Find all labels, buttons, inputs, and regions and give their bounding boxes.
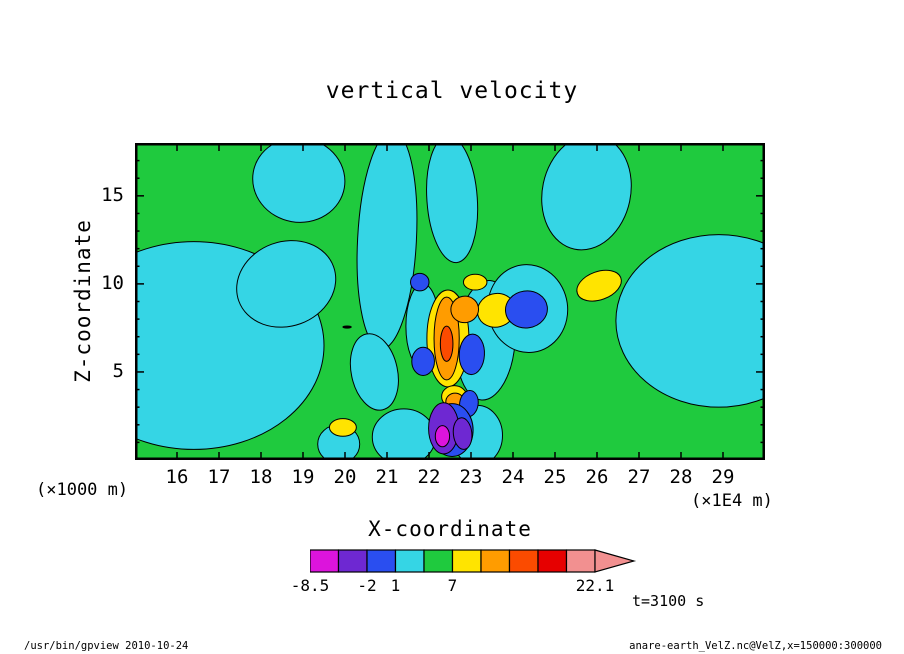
contour-region-magenta-core xyxy=(434,425,451,448)
colorbar-label: 7 xyxy=(447,576,458,595)
contour-region-cyan-bottom-a xyxy=(371,408,436,460)
x-tick-label: 19 xyxy=(291,466,315,488)
contour-region-cyan-top-right xyxy=(541,143,632,251)
contour-region-blue-mid xyxy=(458,333,485,376)
x-tick-label: 23 xyxy=(459,466,483,488)
x-tick-label: 20 xyxy=(333,466,357,488)
colorbar-segment xyxy=(423,549,454,573)
colorbar-segment xyxy=(451,549,482,573)
contour-region-cyan-top-column-2 xyxy=(426,143,479,264)
contour-region-yellow-lone-ellipse xyxy=(576,269,622,302)
contour-region-redorange-core xyxy=(439,325,454,362)
x-axis-unit: (×1E4 m) xyxy=(691,491,773,511)
contour-region-blue-left xyxy=(411,346,435,376)
contour-region-violet-bottom-2 xyxy=(452,417,473,450)
colorbar-label: -2 xyxy=(357,576,377,595)
contour-region-cyan-column-tail xyxy=(349,333,399,411)
z-tick-label: 10 xyxy=(101,271,124,294)
x-tick-label: 29 xyxy=(711,466,735,488)
colorbar-segment xyxy=(366,549,397,573)
plot-frame xyxy=(135,143,765,460)
contour-region-cyan-top-left xyxy=(252,143,346,223)
contour-region-yellow-small-left xyxy=(328,418,357,437)
colorbar-segment xyxy=(565,549,596,573)
x-tick-label: 16 xyxy=(165,466,189,488)
colorbar-label: 22.1 xyxy=(575,576,615,595)
contour-plot xyxy=(135,143,765,460)
z-axis-unit: (×1000 m) xyxy=(36,480,129,500)
x-tick-label: 26 xyxy=(585,466,609,488)
colorbar-segment xyxy=(337,549,368,573)
x-tick-label: 21 xyxy=(375,466,399,488)
contour-region-blue-royal xyxy=(504,290,548,329)
x-tick-label: 17 xyxy=(207,466,231,488)
colorbar-segment xyxy=(537,549,568,573)
contour-region-cyan-left-upper xyxy=(236,240,337,328)
colorbar-segment xyxy=(394,549,425,573)
x-tick-label: 24 xyxy=(501,466,525,488)
page-title: vertical velocity xyxy=(325,78,579,104)
x-tick-label: 18 xyxy=(249,466,273,488)
x-tick-label: 27 xyxy=(627,466,651,488)
x-tick-label: 28 xyxy=(669,466,693,488)
z-tick-label: 5 xyxy=(112,359,124,382)
contour-region-blue-upper-dot xyxy=(410,272,430,292)
contour-region-cyan-right-flank xyxy=(615,234,765,408)
z-tick-label: 15 xyxy=(101,183,124,206)
contour-region-orange-bump xyxy=(450,295,480,324)
time-annotation: t=3100 s xyxy=(632,592,705,610)
colorbar-label: 1 xyxy=(390,576,401,595)
contour-region-black-dash xyxy=(342,325,352,329)
x-tick-label: 22 xyxy=(417,466,441,488)
x-tick-label: 25 xyxy=(543,466,567,488)
colorbar xyxy=(310,549,637,573)
footer-command: /usr/bin/gpview 2010-10-24 xyxy=(24,640,189,652)
x-axis-label: X-coordinate xyxy=(368,517,532,541)
colorbar-label: -8.5 xyxy=(290,576,330,595)
footer-dataset: anare-earth_VelZ.nc@VelZ,x=150000:300000 xyxy=(629,640,882,652)
colorbar-overflow-arrow xyxy=(594,549,637,573)
z-axis-label: Z-coordinate xyxy=(71,219,95,383)
colorbar-segment xyxy=(310,549,340,573)
colorbar-segment xyxy=(480,549,511,573)
colorbar-segment xyxy=(508,549,539,573)
contour-region-yellow-small-upper xyxy=(462,273,488,291)
